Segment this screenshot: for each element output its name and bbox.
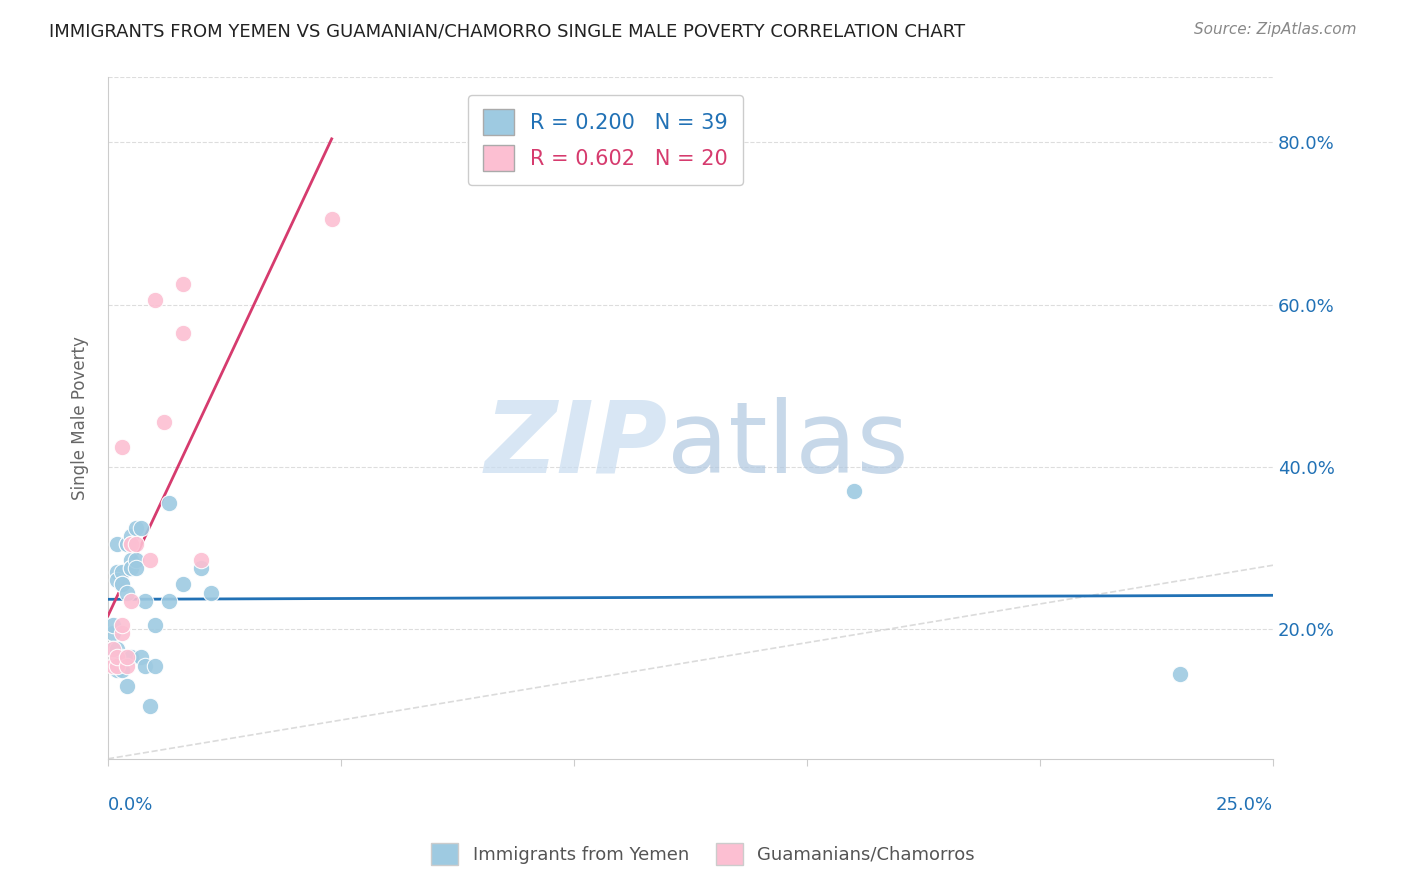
Point	[105, 658, 128, 673]
Point	[105, 663, 128, 677]
Point	[134, 593, 156, 607]
Point	[111, 440, 134, 454]
Text: Source: ZipAtlas.com: Source: ZipAtlas.com	[1194, 22, 1357, 37]
Point	[125, 537, 148, 551]
Point	[120, 553, 142, 567]
Point	[125, 553, 148, 567]
Point	[111, 626, 134, 640]
Point	[129, 650, 152, 665]
Point	[115, 537, 138, 551]
Point	[111, 577, 134, 591]
Legend: R = 0.200   N = 39, R = 0.602   N = 20: R = 0.200 N = 39, R = 0.602 N = 20	[468, 95, 742, 185]
Text: IMMIGRANTS FROM YEMEN VS GUAMANIAN/CHAMORRO SINGLE MALE POVERTY CORRELATION CHAR: IMMIGRANTS FROM YEMEN VS GUAMANIAN/CHAMO…	[49, 22, 966, 40]
Point	[200, 585, 222, 599]
Point	[172, 277, 194, 292]
Point	[139, 699, 162, 714]
Point	[157, 593, 180, 607]
Point	[321, 212, 343, 227]
Point	[120, 561, 142, 575]
Point	[111, 577, 134, 591]
Point	[105, 642, 128, 657]
Point	[143, 293, 166, 308]
Point	[105, 537, 128, 551]
Point	[105, 574, 128, 588]
Y-axis label: Single Male Poverty: Single Male Poverty	[72, 336, 89, 500]
Point	[115, 679, 138, 693]
Point	[101, 626, 124, 640]
Point	[115, 658, 138, 673]
Point	[101, 658, 124, 673]
Point	[842, 484, 865, 499]
Point	[115, 650, 138, 665]
Point	[190, 561, 212, 575]
Point	[172, 577, 194, 591]
Point	[105, 650, 128, 665]
Point	[111, 663, 134, 677]
Text: 25.0%: 25.0%	[1216, 797, 1272, 814]
Point	[120, 537, 142, 551]
Point	[139, 553, 162, 567]
Text: 0.0%: 0.0%	[108, 797, 153, 814]
Point	[120, 650, 142, 665]
Point	[129, 520, 152, 534]
Point	[172, 326, 194, 340]
Point	[153, 415, 176, 429]
Point	[120, 593, 142, 607]
Point	[115, 585, 138, 599]
Point	[105, 566, 128, 580]
Point	[120, 537, 142, 551]
Point	[120, 529, 142, 543]
Point	[125, 561, 148, 575]
Point	[111, 650, 134, 665]
Point	[143, 658, 166, 673]
Point	[1168, 666, 1191, 681]
Text: atlas: atlas	[668, 397, 908, 494]
Legend: Immigrants from Yemen, Guamanians/Chamorros: Immigrants from Yemen, Guamanians/Chamor…	[423, 836, 983, 872]
Point	[125, 520, 148, 534]
Point	[101, 618, 124, 632]
Point	[111, 618, 134, 632]
Point	[115, 537, 138, 551]
Point	[120, 561, 142, 575]
Point	[157, 496, 180, 510]
Point	[134, 658, 156, 673]
Point	[143, 618, 166, 632]
Point	[101, 642, 124, 657]
Text: ZIP: ZIP	[484, 397, 668, 494]
Point	[190, 553, 212, 567]
Point	[111, 566, 134, 580]
Point	[101, 642, 124, 657]
